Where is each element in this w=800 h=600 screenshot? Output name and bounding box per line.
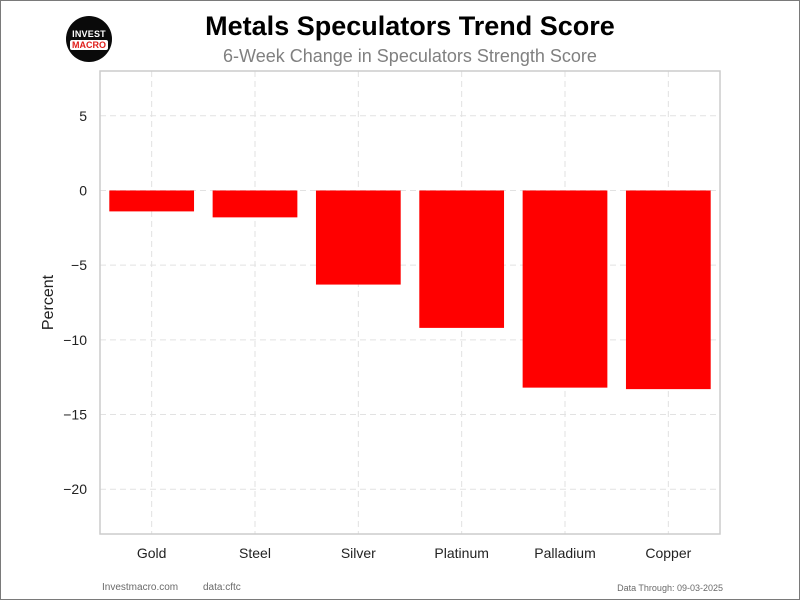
bar-silver (315, 190, 401, 285)
x-tick-label: Copper (645, 545, 691, 561)
investmacro-logo: INVEST MACRO (66, 16, 112, 62)
chart-subtitle: 6-Week Change in Speculators Strength Sc… (223, 46, 597, 66)
footer-source: data:cftc (203, 582, 241, 593)
y-tick-label: −15 (63, 407, 87, 423)
y-tick-label: −5 (71, 257, 87, 273)
y-tick-label: −20 (63, 481, 87, 497)
logo-text-top: INVEST (72, 28, 106, 39)
footer-site: Investmacro.com (102, 582, 179, 593)
chart-title: Metals Speculators Trend Score (205, 11, 615, 41)
x-tick-label: Gold (137, 545, 167, 561)
footer-data-through: Data Through: 09-03-2025 (617, 583, 723, 593)
x-tick-label: Silver (341, 545, 376, 561)
plot-area-border (99, 70, 721, 535)
y-tick-label: 5 (79, 108, 87, 124)
x-tick-labels: Gold Steel Silver Platinum Palladium Copper (137, 545, 692, 561)
y-tick-label: 0 (79, 182, 87, 198)
bar-steel (212, 190, 298, 218)
bar-gold (109, 190, 195, 212)
bar-copper (625, 190, 711, 390)
x-tick-label: Steel (239, 545, 271, 561)
y-tick-labels: 5 0 −5 −10 −15 −20 (63, 108, 87, 497)
y-axis-label: Percent (40, 274, 57, 330)
bars (109, 190, 711, 390)
y-tick-label: −10 (63, 332, 87, 348)
x-tick-label: Palladium (534, 545, 595, 561)
bar-platinum (419, 190, 505, 328)
x-tick-label: Platinum (434, 545, 488, 561)
logo-text-bottom: MACRO (70, 39, 108, 50)
bar-palladium (522, 190, 608, 388)
